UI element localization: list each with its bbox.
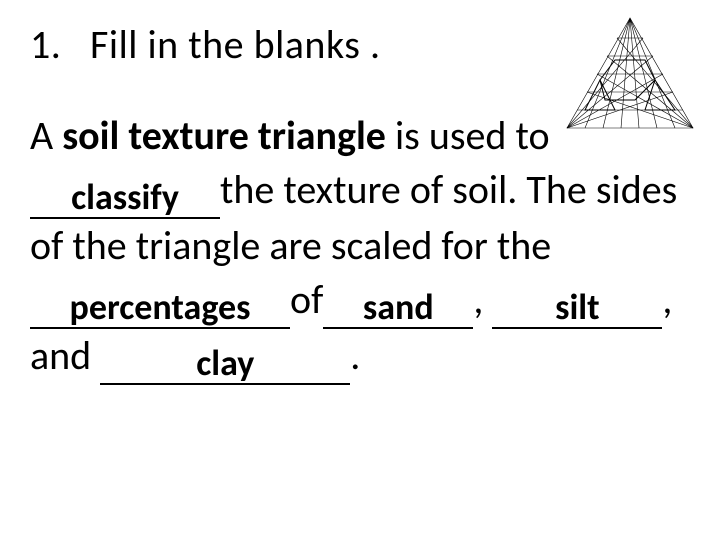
answer-2: percentages [30,289,290,325]
question-number: 1. [30,20,61,69]
blank-4: silt [492,273,662,329]
text-segment: of [290,275,323,324]
text-segment: . [350,331,360,380]
blank-5: clay [100,329,350,385]
text-segment: , [473,275,492,324]
question-title: Fill in the blanks . [90,20,381,69]
answer-5: clay [100,345,350,381]
answer-1: classify [30,179,220,215]
text-segment: A [30,111,62,160]
blank-3: sand [323,273,473,329]
soil-triangle-diagram-icon [555,10,705,140]
answer-4: silt [492,289,662,325]
blank-1: classify [30,163,220,219]
blank-2: percentages [30,273,290,329]
text-segment: is used to [386,111,550,160]
answer-3: sand [323,289,473,325]
bold-term: soil texture triangle [62,111,386,160]
fill-blank-paragraph: A soil texture triangle is used to class… [30,109,690,385]
